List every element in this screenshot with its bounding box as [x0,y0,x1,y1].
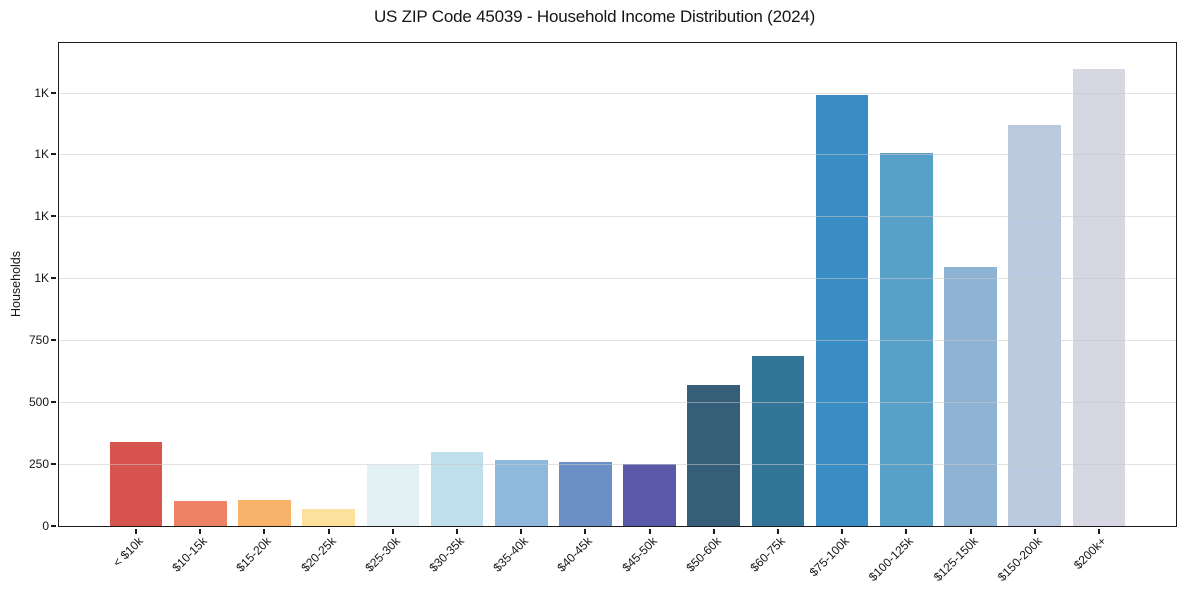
x-tick-mark [327,529,330,534]
y-tick-label: 750 [28,333,49,348]
bar [302,508,355,526]
bar [623,464,676,526]
y-tick-label: 0 [42,519,49,533]
x-tick-mark [712,529,715,534]
bar [494,460,548,526]
x-tick-mark [199,529,202,534]
x-tick-mark [969,529,972,534]
bar [366,465,420,526]
y-tick-mark [51,339,56,342]
y-tick-mark [51,215,56,218]
bar [751,356,805,526]
y-tick-mark [51,401,56,404]
x-tick-mark [584,529,587,534]
y-tick-label: 1K [34,271,49,286]
y-tick-mark [51,525,56,527]
y-tick-label: 1K [34,209,49,224]
x-tick-mark [648,529,651,534]
x-tick-mark [520,529,523,534]
gridline [59,278,1176,280]
x-tick-mark [1033,529,1036,534]
chart-title: US ZIP Code 45039 - Household Income Dis… [373,7,816,26]
gridline [59,402,1176,404]
y-tick-mark [51,91,56,94]
y-tick-mark [51,153,56,156]
bar [238,500,291,526]
x-tick-mark [905,529,908,534]
bar [430,451,484,526]
gridline [59,340,1176,342]
x-tick-mark [776,529,779,534]
y-tick-label: 250 [28,457,49,472]
bar [1072,69,1126,526]
plot-area: 0 250 500 750 1K 1K 1K 1K < $10k $10-15k $15-20k $2… [29,42,1177,584]
gridline [59,216,1176,218]
y-tick-label: 1K [34,147,49,162]
y-tick-mark [51,463,56,466]
bar [880,153,933,526]
y-tick-label: 1K [34,85,49,100]
gridline [59,464,1176,466]
x-tick-label: < $10k [110,534,146,570]
bar [173,501,227,526]
y-axis-label: Households [9,250,23,318]
x-tick-mark [456,529,459,534]
x-tick-mark [391,529,394,534]
y-tick-mark [51,277,56,280]
x-tick-mark [1097,529,1100,534]
bar [815,95,869,526]
bar [687,384,741,526]
x-tick-mark [263,529,266,534]
gridline [59,92,1176,94]
x-tick-mark [135,529,138,534]
bar [944,267,997,526]
bar [1008,124,1062,526]
x-tick-mark [841,529,844,534]
bar [109,441,163,526]
y-tick-label: 500 [28,395,49,410]
bar [559,461,612,526]
gridline [59,154,1176,156]
